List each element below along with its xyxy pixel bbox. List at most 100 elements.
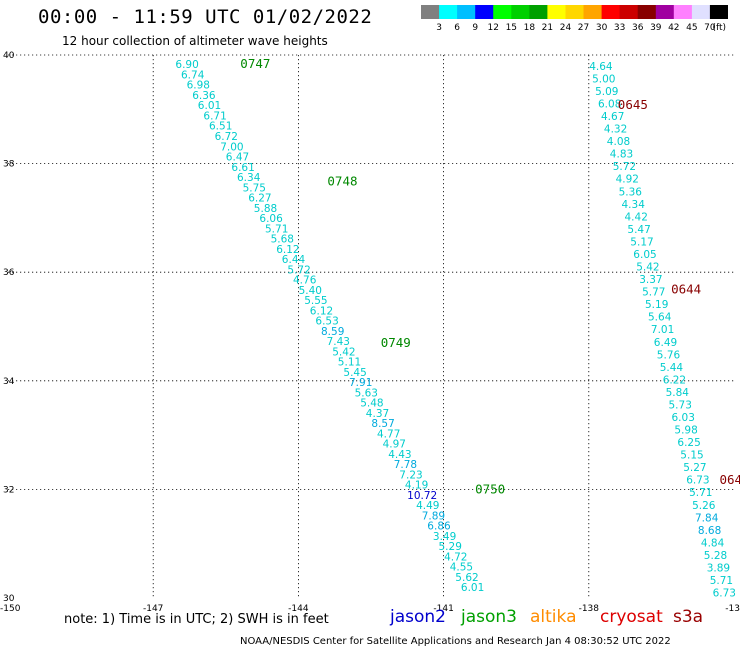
pass-time-label: 064 (720, 472, 740, 487)
wave-height-value: 5.47 (627, 224, 650, 236)
color-scale-legend: 3 6 9 12 15 18 21 24 27 30 33 36 39 42 45 70(ft) (421, 5, 728, 33)
wave-height-value: 6.47 (226, 152, 249, 164)
wave-height-value: 7.84 (695, 512, 719, 524)
wave-height-value: 4.37 (366, 408, 389, 420)
pass-time-label: 0750 (475, 481, 505, 496)
scale-swatch (457, 5, 476, 19)
wave-height-value: 6.86 (427, 521, 451, 533)
wave-height-value: 5.44 (660, 362, 684, 374)
wave-height-value: 5.27 (683, 462, 706, 474)
lat-tick-label: 36 (3, 268, 15, 278)
wave-height-value: 6.90 (175, 59, 198, 71)
wave-height-value: 5.48 (360, 398, 383, 410)
wave-height-value: 5.72 (287, 264, 310, 276)
wave-height-value: 4.55 (450, 562, 473, 574)
wave-height-value: 5.42 (332, 346, 355, 358)
title: 00:00 - 11:59 UTC 01/02/2022 (38, 6, 373, 28)
lat-tick-label: 38 (3, 160, 15, 170)
wave-height-value: 6.98 (187, 80, 210, 92)
scale-swatch (475, 5, 494, 19)
scale-swatch (655, 5, 675, 19)
lon-tick-label: -144 (288, 604, 309, 614)
satellite-altika: altika (530, 607, 577, 627)
wave-height-value: 6.01 (198, 100, 221, 112)
wave-height-value: 5.36 (619, 186, 643, 198)
wave-height-value: 5.98 (674, 425, 697, 437)
wave-height-value: 5.09 (595, 86, 618, 98)
lat-tick-label: 34 (3, 377, 15, 387)
wave-height-value: 6.01 (461, 582, 484, 594)
wave-height-value: 5.71 (689, 487, 712, 499)
wave-height-value: 4.84 (701, 537, 725, 549)
wave-height-value: 4.32 (604, 124, 627, 136)
wave-height-value: 5.42 (636, 262, 659, 274)
wave-height-value: 4.08 (607, 136, 630, 148)
scale-label: 15 (506, 23, 517, 33)
wave-height-value: 5.55 (304, 295, 327, 307)
wave-height-value: 4.19 (405, 480, 428, 492)
wave-height-value: 7.43 (327, 336, 350, 348)
scale-label: 33 (614, 23, 625, 33)
subtitle: 12 hour collection of altimeter wave hei… (62, 34, 328, 48)
lon-tick-label: -141 (433, 604, 453, 614)
wave-height-value: 5.71 (710, 575, 733, 587)
scale-swatch (547, 5, 566, 19)
wave-height-value: 6.71 (203, 111, 226, 123)
wave-height-value: 6.73 (686, 475, 709, 487)
scale-label: 70 (704, 23, 716, 33)
scale-swatch (691, 5, 711, 19)
lon-tick-label: -138 (579, 604, 600, 614)
satellite-s3a: s3a (673, 607, 704, 627)
lat-tick-label: 30 (3, 594, 15, 604)
track-left: 6.906.746.986.366.016.716.516.727.006.47… (175, 59, 484, 594)
wave-height-value: 5.75 (243, 182, 266, 194)
wave-height-value: 5.64 (648, 312, 672, 324)
wave-height-value: 10.72 (407, 490, 437, 502)
wave-height-value: 8.59 (321, 326, 344, 338)
scale-label: 12 (487, 23, 498, 33)
scale-swatch (619, 5, 639, 19)
lon-tick-label: -150 (0, 604, 21, 614)
footer-credit: NOAA/NESDIS Center for Satellite Applica… (240, 636, 671, 647)
scale-label: 39 (650, 23, 662, 33)
wave-height-value: 4.97 (383, 439, 406, 451)
satellite-cryosat: cryosat (600, 607, 663, 627)
wave-height-value: 5.88 (254, 203, 277, 215)
units-note: note: 1) Time is in UTC; 2) SWH is in fe… (64, 612, 329, 627)
pass-time-label: 0747 (240, 56, 270, 71)
wave-height-value: 6.08 (598, 99, 621, 111)
wave-height-value: 4.43 (388, 449, 411, 461)
scale-label: 36 (632, 23, 644, 33)
wave-height-value: 3.49 (433, 531, 456, 543)
wave-height-value: 5.71 (265, 223, 288, 235)
wave-height-value: 6.53 (315, 316, 338, 328)
scale-label: 9 (472, 23, 478, 33)
wave-height-value: 5.15 (680, 450, 703, 462)
lon-tick-label: -13 (725, 604, 740, 614)
wave-height-value: 7.91 (349, 377, 372, 389)
pass-time-label: 0644 (671, 282, 701, 297)
scale-label: 30 (596, 23, 608, 33)
scale-swatch (709, 5, 728, 19)
wave-height-value: 5.72 (613, 161, 636, 173)
wave-height-value: 3.37 (639, 274, 662, 286)
wave-height-value: 7.01 (651, 324, 674, 336)
wave-height-value: 6.73 (713, 588, 736, 600)
wave-height-value: 6.05 (633, 249, 656, 261)
wave-height-value: 6.49 (654, 337, 677, 349)
wave-height-value: 4.42 (625, 211, 648, 223)
wave-height-value: 4.76 (293, 275, 317, 287)
wave-height-value: 6.74 (181, 70, 205, 82)
wave-height-value: 6.51 (209, 121, 232, 133)
wave-height-value: 4.72 (444, 551, 467, 563)
scale-label: 45 (686, 23, 697, 33)
lat-tick-label: 32 (3, 485, 14, 495)
scale-swatch (421, 5, 440, 19)
wave-height-value: 6.06 (259, 213, 283, 225)
wave-height-value: 6.25 (677, 437, 700, 449)
wave-height-value: 5.17 (630, 236, 653, 248)
scale-swatch (493, 5, 512, 19)
wave-height-value: 5.40 (299, 285, 322, 297)
wave-height-value: 4.34 (622, 199, 646, 211)
scale-swatch (601, 5, 621, 19)
